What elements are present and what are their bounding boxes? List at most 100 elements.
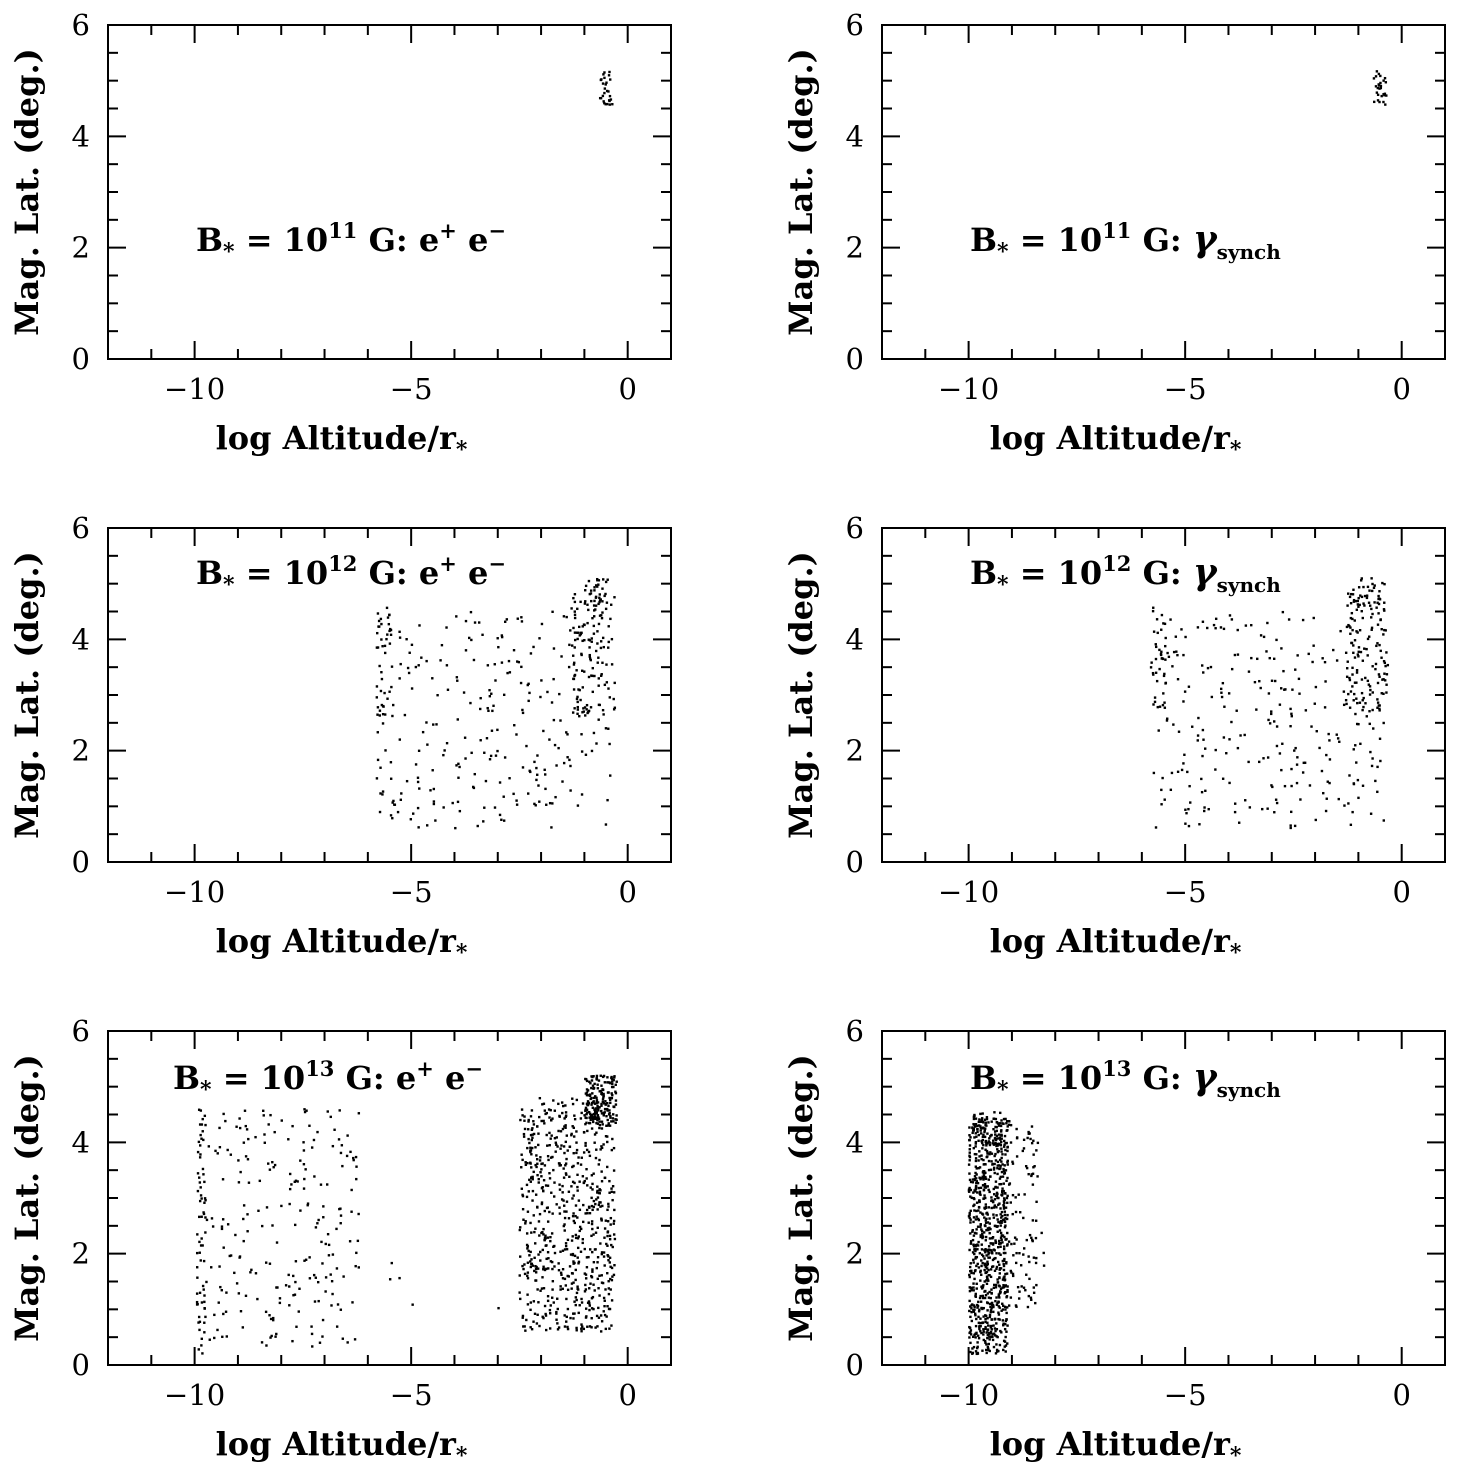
data-point (484, 779, 488, 783)
data-point (1012, 1254, 1015, 1257)
data-point (605, 1242, 608, 1246)
data-point (244, 1294, 248, 1298)
data-point (998, 1183, 1001, 1186)
data-point (581, 1238, 585, 1241)
data-point (997, 1293, 1001, 1296)
data-point (380, 703, 384, 707)
data-point (562, 1167, 565, 1170)
data-point (235, 1125, 238, 1128)
data-point (972, 1304, 976, 1307)
data-point (603, 1299, 606, 1302)
data-point (596, 1256, 600, 1259)
data-point (1000, 1156, 1003, 1160)
data-point (295, 1325, 298, 1328)
data-point (518, 1228, 521, 1232)
data-point (596, 630, 599, 633)
data-point (1361, 708, 1364, 712)
data-point (265, 1206, 269, 1209)
data-point (975, 1209, 978, 1213)
data-point (575, 1329, 578, 1332)
data-point (597, 1191, 601, 1195)
data-point (604, 823, 608, 826)
data-point (595, 1076, 598, 1080)
data-point (970, 1289, 973, 1292)
data-point (605, 1124, 608, 1127)
data-point (1006, 1159, 1009, 1163)
data-point (587, 675, 591, 679)
data-point (976, 1341, 979, 1344)
data-point (339, 1214, 343, 1217)
data-point (976, 1345, 979, 1349)
data-point (990, 1249, 993, 1252)
data-point (594, 604, 598, 607)
data-point (529, 1133, 533, 1137)
data-point (1003, 1345, 1006, 1348)
data-point (600, 1102, 603, 1106)
data-point (597, 677, 600, 680)
data-point (1356, 653, 1360, 656)
data-point (512, 649, 516, 652)
data-point (985, 1343, 988, 1346)
data-point (1383, 661, 1387, 665)
data-point (380, 622, 383, 626)
data-point (609, 1216, 613, 1220)
data-point (568, 758, 571, 762)
data-point (564, 1162, 568, 1165)
data-point (986, 1221, 990, 1224)
data-point (352, 1156, 355, 1160)
data-point (997, 1300, 1000, 1304)
data-point (1219, 626, 1223, 629)
data-point (288, 1304, 291, 1307)
data-point (573, 638, 577, 642)
data-point (980, 1229, 984, 1233)
data-point (523, 1263, 526, 1266)
data-point (1239, 734, 1242, 737)
data-point (576, 1287, 579, 1290)
data-point (989, 1227, 992, 1231)
data-point (576, 708, 580, 711)
data-point (1355, 669, 1359, 672)
data-point (477, 621, 481, 624)
data-point (355, 1165, 358, 1168)
data-point (224, 1119, 227, 1123)
data-point (558, 692, 561, 696)
data-point (598, 1294, 601, 1297)
data-point (1004, 1153, 1007, 1156)
data-point (1383, 601, 1386, 604)
data-point (594, 595, 598, 599)
data-point (322, 1216, 325, 1219)
data-point (974, 1269, 977, 1272)
data-point (613, 1264, 616, 1267)
data-point (1370, 628, 1373, 631)
data-point (559, 1130, 563, 1133)
data-point (971, 1181, 975, 1184)
data-point (611, 1093, 614, 1097)
data-point (1312, 644, 1315, 647)
data-point (1296, 756, 1299, 759)
data-point (978, 1200, 981, 1203)
data-point (981, 1175, 984, 1179)
data-point (542, 1287, 546, 1290)
data-point (602, 1296, 606, 1300)
data-point (1325, 797, 1328, 800)
data-point (610, 1266, 614, 1270)
data-point (522, 1325, 525, 1328)
data-point (381, 645, 384, 648)
data-point (247, 1137, 250, 1141)
data-point (600, 1274, 603, 1277)
data-point (542, 1316, 545, 1320)
data-point (573, 1117, 577, 1121)
data-point (1335, 733, 1338, 736)
data-point (1187, 824, 1191, 828)
data-point (585, 1167, 588, 1171)
y-tick-label: 6 (846, 511, 864, 545)
data-point (602, 1096, 605, 1099)
data-point (353, 1338, 357, 1341)
data-point (607, 74, 611, 77)
data-point (994, 1283, 998, 1287)
data-point (388, 690, 391, 693)
y-tick-label: 0 (846, 342, 864, 376)
data-point (288, 1187, 292, 1191)
data-point (1376, 698, 1379, 701)
data-point (583, 706, 587, 709)
